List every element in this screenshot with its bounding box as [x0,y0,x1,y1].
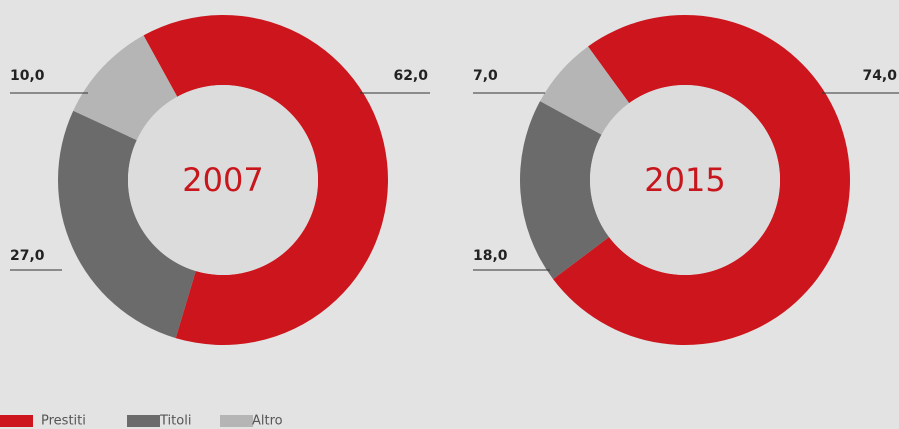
donut-segment [553,14,850,345]
legend-swatch [0,415,33,427]
value-label: 7,0 [473,68,498,84]
legend-label: Prestiti [41,414,86,429]
donut-segment [73,35,178,141]
legend-swatch [220,415,253,427]
value-label: 27,0 [10,248,45,264]
value-label: 62,0 [393,68,428,84]
legend-swatch [127,415,160,427]
value-label: 18,0 [473,248,508,264]
donut-segment [540,46,630,135]
donut-segment [519,101,610,280]
legend-label: Altro [252,414,283,429]
donut-segment [143,15,388,345]
value-label: 74,0 [862,68,897,84]
chart-title: 2015 [644,161,725,199]
donut-hole [128,85,318,275]
value-label: 10,0 [10,68,45,84]
donut-segment [57,110,196,339]
chart-title: 2007 [182,161,263,199]
donut-hole [590,85,780,275]
legend-label: Titoli [159,414,191,429]
